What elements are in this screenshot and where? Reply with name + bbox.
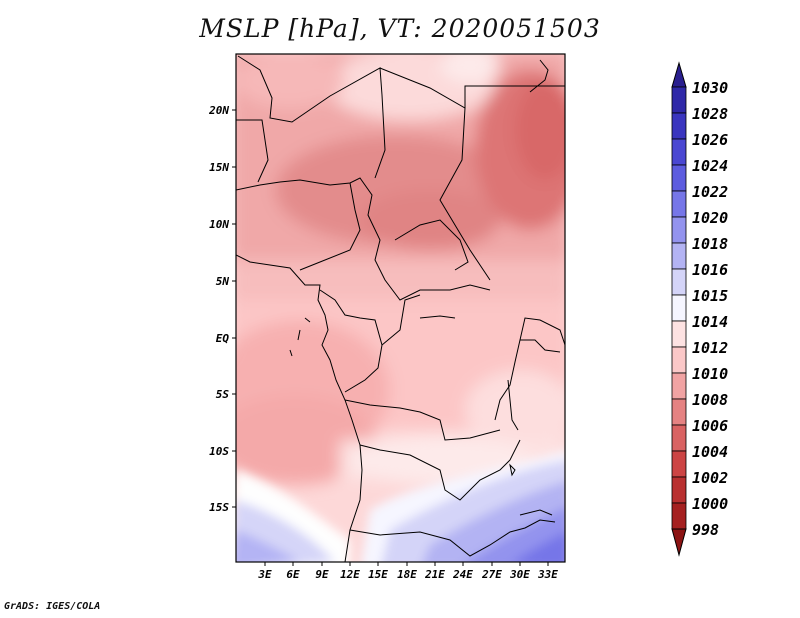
- colorbar-segment: [671, 502, 687, 530]
- colorbar-segment: [671, 190, 687, 218]
- colorbar-label: 1006: [692, 417, 728, 435]
- pressure-field: [236, 54, 565, 562]
- colorbar-label: 1016: [692, 261, 728, 279]
- colorbar-label: 1022: [692, 183, 728, 201]
- lon-label: 30E: [509, 568, 530, 581]
- colorbar-label: 1030: [692, 79, 728, 97]
- colorbar-segment: [671, 294, 687, 322]
- colorbar-label: 1014: [692, 313, 728, 331]
- country-borders: [236, 55, 565, 562]
- colorbar-bottom-arrow: [671, 528, 687, 557]
- lon-label: 15E: [368, 568, 388, 581]
- colorbar-segment: [671, 242, 687, 270]
- colorbar-label: 1020: [692, 209, 728, 227]
- colorbar-segment: [671, 476, 687, 504]
- colorbar-segment: [671, 346, 687, 374]
- lat-label: 10N: [209, 218, 229, 231]
- lat-ticks: [232, 109, 236, 508]
- colorbar-segment: [671, 86, 687, 114]
- lon-label: 24E: [452, 568, 473, 581]
- lon-label: 18E: [397, 568, 417, 581]
- colorbar-segment: [671, 216, 687, 244]
- colorbar-segment: [671, 424, 687, 452]
- lat-label: 20N: [208, 104, 229, 117]
- map-title: MSLP [hPa], VT: 2020051503: [199, 14, 601, 43]
- lon-label: 21E: [424, 568, 445, 581]
- lat-label: 5N: [216, 275, 230, 288]
- colorbar-segment: [671, 268, 687, 296]
- grads-credit: GrADS: IGES/COLA: [4, 601, 101, 612]
- colorbar-segment: [671, 398, 687, 426]
- colorbar: [671, 61, 687, 557]
- lon-label: 9E: [315, 568, 329, 581]
- lat-label: 5S: [216, 388, 230, 401]
- lon-label: 12E: [340, 568, 360, 581]
- lat-label: 15N: [209, 161, 229, 174]
- colorbar-label: 998: [692, 521, 719, 539]
- colorbar-label: 1026: [692, 131, 728, 149]
- colorbar-label: 1015: [692, 287, 728, 305]
- colorbar-segment: [671, 112, 687, 140]
- colorbar-labels: 1030 1028 1026 1024 1022 1020 1018 1016 …: [692, 79, 728, 539]
- lat-label: 10S: [209, 445, 229, 458]
- lon-label: 6E: [286, 568, 300, 581]
- colorbar-label: 1012: [692, 339, 728, 357]
- lon-label: 27E: [481, 568, 502, 581]
- lat-label: EQ: [216, 332, 230, 345]
- colorbar-label: 1028: [692, 105, 728, 123]
- map-frame: [235, 53, 566, 563]
- colorbar-label: 1024: [692, 157, 728, 175]
- colorbar-segment: [671, 164, 687, 192]
- colorbar-segment: [671, 450, 687, 478]
- colorbar-label: 1000: [692, 495, 728, 513]
- colorbar-segment: [671, 372, 687, 400]
- colorbar-label: 1010: [692, 365, 728, 383]
- lon-label: 3E: [257, 568, 272, 581]
- colorbar-segment: [671, 320, 687, 348]
- lon-ticks: [264, 562, 549, 566]
- colorbar-label: 1004: [692, 443, 728, 461]
- colorbar-label: 1018: [692, 235, 728, 253]
- colorbar-label: 1008: [692, 391, 728, 409]
- colorbar-label: 1002: [692, 469, 728, 487]
- lat-label: 15S: [209, 501, 229, 514]
- lon-label: 33E: [537, 568, 558, 581]
- colorbar-segment: [671, 138, 687, 166]
- colorbar-top-arrow: [671, 61, 687, 88]
